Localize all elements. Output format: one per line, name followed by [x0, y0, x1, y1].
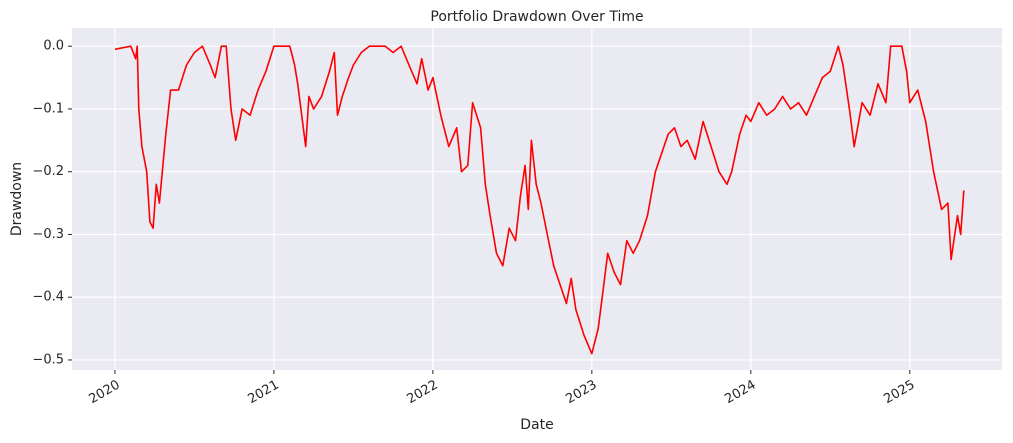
x-tick-label: 2025	[881, 378, 917, 408]
x-tick-label: 2023	[563, 378, 599, 408]
y-tick-label: −0.4	[32, 290, 64, 305]
y-axis-label: Drawdown	[9, 162, 25, 236]
y-tick-label: −0.3	[32, 227, 64, 242]
x-tick-label: 2021	[245, 378, 281, 408]
y-tick-label: −0.5	[32, 352, 64, 367]
chart-title: Portfolio Drawdown Over Time	[430, 9, 643, 25]
x-tick-label: 2022	[404, 378, 440, 408]
plot-area	[72, 28, 1002, 370]
y-tick-label: −0.2	[32, 164, 64, 179]
x-tick-label: 2020	[87, 378, 123, 408]
x-tick-label: 2024	[722, 378, 758, 408]
x-axis-label: Date	[520, 417, 553, 433]
y-tick-label: 0.0	[43, 39, 64, 54]
line-series	[114, 45, 965, 355]
y-tick-label: −0.1	[32, 101, 64, 116]
